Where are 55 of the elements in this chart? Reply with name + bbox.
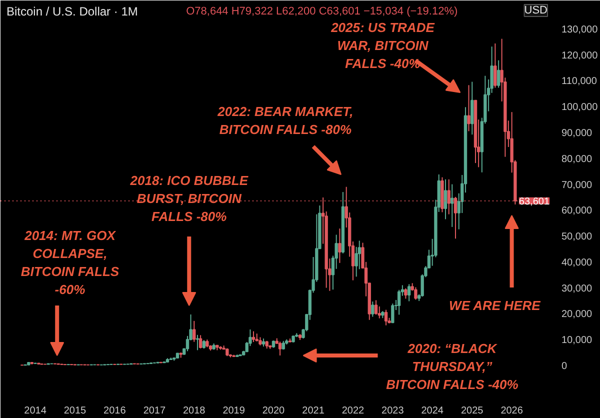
candlestick bbox=[278, 341, 282, 356]
x-tick-label: 2015 bbox=[64, 406, 87, 416]
candlestick bbox=[397, 289, 401, 316]
chart-subtitle: O78,644 H79,322 L62,200 C63,601 −15,034 (−19.12%) bbox=[186, 6, 458, 18]
y-tick-label: 100,000 bbox=[562, 102, 598, 114]
candlestick bbox=[450, 184, 454, 228]
y-tick-label: 20,000 bbox=[562, 309, 593, 320]
annotation: USD bbox=[524, 4, 548, 16]
x-tick-label: 2016 bbox=[104, 406, 126, 416]
candlestick bbox=[404, 288, 408, 300]
candlestick bbox=[371, 301, 374, 318]
candlestick bbox=[414, 286, 418, 300]
x-tick-label: 2026 bbox=[500, 406, 524, 416]
y-tick-label: 80,000 bbox=[562, 154, 593, 165]
y-tick-label: 90,000 bbox=[562, 128, 593, 139]
candlestick bbox=[407, 284, 411, 302]
y-tick-label: 120,000 bbox=[562, 50, 598, 62]
candlestick bbox=[467, 84, 470, 132]
annotation: 2018: ICO BUBBLE BURST, BITCOIN FALLS -80% bbox=[129, 173, 248, 224]
candlestick bbox=[196, 334, 200, 351]
chart-title: Bitcoin / U.S. Dollar · 1M bbox=[6, 4, 138, 18]
x-tick-label: 2020 bbox=[262, 406, 286, 416]
y-tick-label: 130,000 bbox=[562, 24, 598, 36]
x-tick-label: 2025 bbox=[461, 406, 484, 416]
annotation: 2020: “BLACK THURSDAY,” BITCOIN FALLS -40% bbox=[386, 341, 519, 392]
y-tick-label: 10,000 bbox=[562, 335, 593, 346]
y-tick-label: 30,000 bbox=[562, 283, 593, 294]
x-tick-label: 2019 bbox=[222, 406, 246, 416]
candlestick bbox=[338, 228, 342, 264]
x-tick-label: 2014 bbox=[24, 406, 47, 416]
annotation: 2022: BEAR MARKET, BITCOIN FALLS -80% bbox=[216, 104, 354, 137]
y-tick-label: 110,000 bbox=[562, 76, 598, 88]
candlestick bbox=[391, 303, 394, 324]
candlestick bbox=[444, 178, 448, 220]
candlestick bbox=[470, 81, 474, 136]
x-tick-label: 2018 bbox=[183, 406, 206, 416]
x-tick-label: 2021 bbox=[302, 406, 325, 416]
y-tick-label: 40,000 bbox=[562, 257, 593, 268]
candlestick bbox=[374, 300, 378, 316]
candlestick bbox=[252, 330, 256, 343]
y-tick-label: 0 bbox=[562, 360, 568, 372]
candlestick bbox=[384, 309, 388, 326]
x-tick-label: 2023 bbox=[382, 406, 404, 416]
y-tick-label: 70,000 bbox=[562, 180, 593, 191]
candlestick bbox=[496, 60, 500, 88]
y-tick-label: 60,000 bbox=[562, 206, 593, 217]
x-tick-label: 2017 bbox=[143, 406, 166, 416]
annotation: WE ARE HERE bbox=[449, 298, 541, 313]
y-tick-label: 50,000 bbox=[562, 232, 593, 243]
candlestick bbox=[192, 320, 196, 342]
candlestick bbox=[198, 334, 202, 349]
annotation: 2014: MT. GOX COLLAPSE, BITCOIN FALLS -60% bbox=[20, 228, 120, 297]
x-tick-label: 2022 bbox=[342, 406, 365, 416]
candlestick bbox=[494, 42, 497, 88]
x-tick-label: 2024 bbox=[421, 406, 444, 416]
